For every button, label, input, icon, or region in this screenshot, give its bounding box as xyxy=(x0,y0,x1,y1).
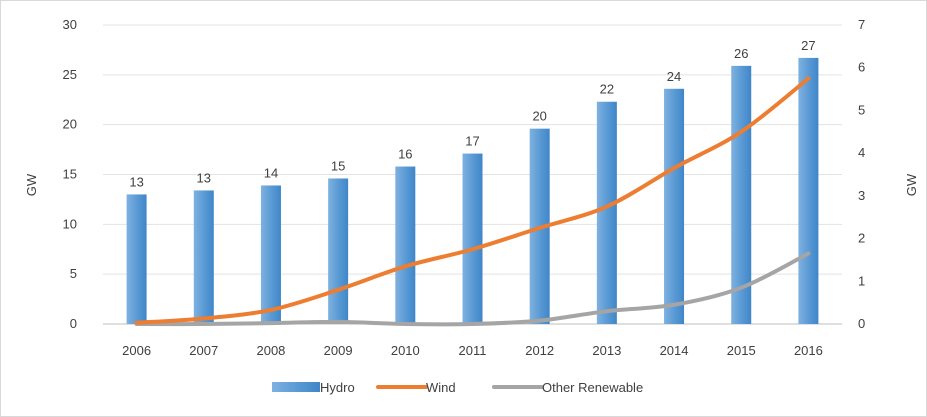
hydro-bar xyxy=(193,190,214,324)
hydro-legend-swatch xyxy=(272,382,320,392)
x-axis-tick-label: 2016 xyxy=(794,343,823,358)
right-axis-tick-label: 7 xyxy=(858,17,865,32)
left-axis-ticks: 0 5 10 15 20 25 30 xyxy=(63,17,77,331)
hydro-data-label: 26 xyxy=(734,46,748,61)
right-axis-title: GW xyxy=(904,173,919,196)
hydro-data-label: 20 xyxy=(532,109,546,124)
left-axis-tick-label: 25 xyxy=(63,67,77,82)
bar-data-labels: 13 13 14 15 16 17 20 22 24 26 27 xyxy=(129,38,815,190)
x-axis-tick-label: 2013 xyxy=(592,343,621,358)
right-axis-tick-label: 0 xyxy=(858,316,865,331)
hydro-data-label: 15 xyxy=(331,158,345,173)
x-axis-tick-label: 2011 xyxy=(459,343,487,358)
line-series xyxy=(134,76,811,327)
x-axis-tick-label: 2007 xyxy=(189,343,218,358)
hydro-bar xyxy=(126,194,147,324)
right-axis-tick-label: 2 xyxy=(858,231,865,246)
left-axis-tick-label: 0 xyxy=(70,316,77,331)
x-axis-tick-label: 2010 xyxy=(391,343,420,358)
hydro-bar xyxy=(260,185,281,324)
x-axis-tick-label: 2009 xyxy=(324,343,353,358)
hydro-data-label: 22 xyxy=(600,82,614,97)
left-axis-tick-label: 20 xyxy=(63,117,77,132)
x-axis-tick-label: 2012 xyxy=(525,343,554,358)
left-axis-tick-label: 10 xyxy=(63,216,77,231)
hydro-bar xyxy=(798,57,819,324)
other-renewable-line xyxy=(134,251,811,327)
left-axis-title: GW xyxy=(24,173,39,196)
hydro-data-label: 13 xyxy=(197,170,211,185)
hydro-bar xyxy=(462,153,483,324)
hydro-data-label: 13 xyxy=(129,174,143,189)
left-axis-tick-label: 15 xyxy=(63,167,77,182)
x-axis-ticks: 2006 2007 2008 2009 2010 2011 2012 2013 2014 2015… xyxy=(122,343,823,358)
x-axis-tick-label: 2015 xyxy=(727,343,756,358)
hydro-legend-label: Hydro xyxy=(320,380,355,395)
right-axis-tick-label: 5 xyxy=(858,102,865,117)
hydro-data-label: 17 xyxy=(465,134,479,149)
right-axis-tick-label: 1 xyxy=(858,273,865,288)
wind-legend-label: Wind xyxy=(426,380,456,395)
left-axis-tick-label: 30 xyxy=(63,17,77,32)
hydro-data-label: 27 xyxy=(801,38,815,53)
left-axis-tick-label: 5 xyxy=(70,266,77,281)
legend: Hydro Wind Other Renewable xyxy=(272,380,643,395)
hydro-bar xyxy=(596,101,617,324)
right-axis-ticks: 0 1 2 3 4 5 6 7 xyxy=(858,17,865,331)
right-axis-tick-label: 6 xyxy=(858,60,865,75)
x-axis-tick-label: 2006 xyxy=(122,343,151,358)
hydro-data-label: 24 xyxy=(667,69,681,84)
hydro-data-label: 14 xyxy=(264,165,278,180)
x-axis-tick-label: 2008 xyxy=(256,343,285,358)
hydro-bar xyxy=(328,178,349,324)
right-axis-tick-label: 3 xyxy=(858,188,865,203)
wind-line xyxy=(134,76,811,325)
hydro-bar xyxy=(395,166,416,324)
hydro-bars xyxy=(126,57,819,324)
other-renewable-legend-label: Other Renewable xyxy=(542,380,643,395)
hydro-bar xyxy=(664,88,685,324)
hydro-data-label: 16 xyxy=(398,147,412,162)
x-axis-tick-label: 2014 xyxy=(660,343,689,358)
right-axis-tick-label: 4 xyxy=(858,145,865,160)
